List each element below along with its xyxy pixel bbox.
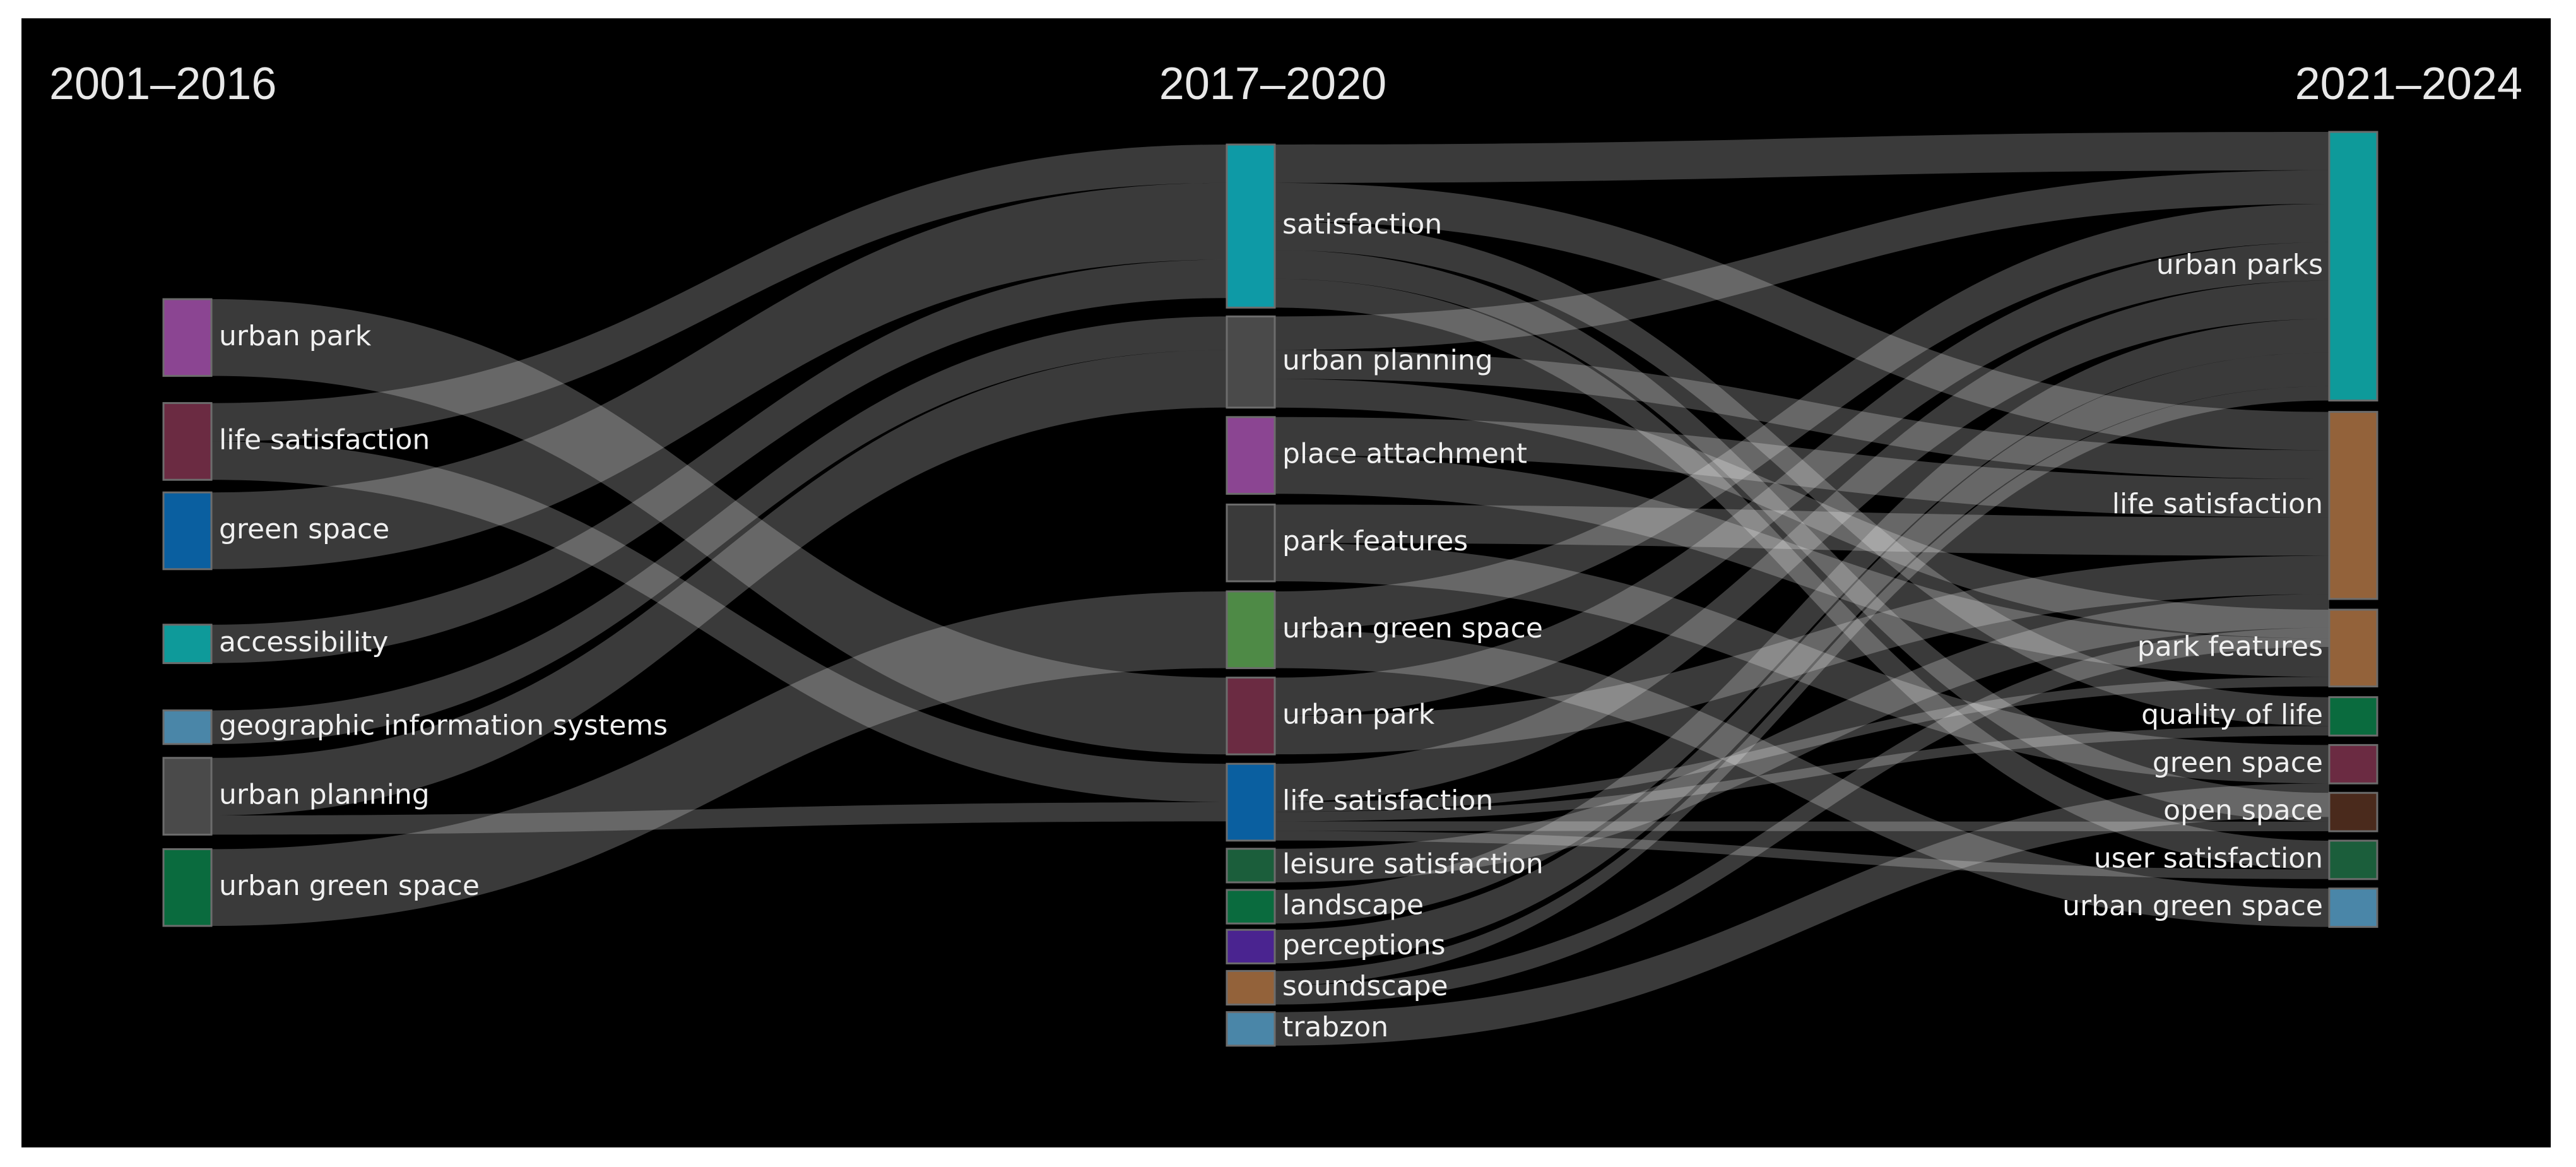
node-label-a_life_sat: life satisfaction <box>219 424 430 456</box>
node-c_open_space <box>2328 791 2378 832</box>
node-label-b_soundscape: soundscape <box>1282 970 1448 1002</box>
node-label-a_gis: geographic information systems <box>219 709 668 742</box>
node-b_landscape <box>1226 889 1276 925</box>
nodes-layer <box>162 131 2378 1047</box>
node-b_leisure_sat <box>1226 848 1276 884</box>
period-title-2021-2024: 2021–2024 <box>2295 59 2522 109</box>
node-c_quality_of_life <box>2328 696 2378 737</box>
node-label-b_urban_planning: urban planning <box>1282 345 1493 377</box>
node-c_green_space <box>2328 743 2378 785</box>
links-layer <box>211 132 2329 1046</box>
node-a_urban_park <box>162 298 213 377</box>
period-title-2017-2020: 2017–2020 <box>1159 59 1386 109</box>
link-b_urban_park-to-c_urban_parks <box>1275 242 2329 716</box>
link-b_landscape-to-c_urban_parks <box>1275 319 2329 924</box>
link-a_gis-to-b_urban_planning <box>211 316 1227 744</box>
node-label-b_urban_park: urban park <box>1282 698 1435 730</box>
node-a_accessibility <box>162 624 213 665</box>
node-label-a_urban_park: urban park <box>219 320 372 352</box>
node-label-b_place_attachment: place attachment <box>1282 438 1527 470</box>
node-b_soundscape <box>1226 969 1276 1006</box>
node-b_urban_planning <box>1226 315 1276 409</box>
node-c_life_sat <box>2328 411 2378 600</box>
node-b_place_attachment <box>1226 416 1276 495</box>
link-a_accessibility-to-b_satisfaction <box>211 259 1227 663</box>
node-a_urban_planning <box>162 757 213 836</box>
sankey-svg: urban park life satisfaction green space ac… <box>49 59 2522 1047</box>
link-b_urban_planning-to-c_park_features <box>1275 379 2329 639</box>
node-label-b_park_features: park features <box>1282 525 1468 557</box>
node-b_perceptions <box>1226 928 1276 964</box>
link-b_soundscape-to-c_urban_parks <box>1275 386 2329 986</box>
link-b_satisfaction-to-c_life_sat <box>1275 182 2329 451</box>
link-b_satisfaction-to-c_urban_parks <box>1275 132 2329 183</box>
node-b_trabzon <box>1226 1011 1276 1047</box>
node-c_urban_parks <box>2328 131 2378 402</box>
period-titles: 2001–2016 2017–2020 2021–2024 <box>49 59 2522 109</box>
link-a_life_sat-to-b_satisfaction <box>211 145 1227 442</box>
node-label-b_life_sat: life satisfaction <box>1282 785 1493 817</box>
node-label-c_quality_of_life: quality of life <box>2141 699 2323 731</box>
node-label-b_satisfaction: satisfaction <box>1282 208 1442 240</box>
node-label-b_leisure_sat: leisure satisfaction <box>1282 848 1544 880</box>
link-a_green_space-to-b_satisfaction <box>211 182 1227 569</box>
period-title-2001-2016: 2001–2016 <box>49 59 276 109</box>
link-b_perceptions-to-c_urban_parks <box>1275 352 2329 964</box>
node-label-c_green_space: green space <box>2153 747 2323 779</box>
link-b_urban_planning-to-c_urban_parks <box>1275 170 2329 350</box>
node-b_satisfaction <box>1226 143 1276 309</box>
link-a_urban_green_space-to-b_urban_green_space <box>211 591 1227 926</box>
node-label-c_open_space: open space <box>2163 795 2323 827</box>
node-c_urban_green_space <box>2328 887 2378 928</box>
node-label-c_park_features: park features <box>2137 631 2323 663</box>
link-b_trabzon-to-c_green_space <box>1275 783 2329 1046</box>
node-c_user_sat <box>2328 839 2378 880</box>
node-label-a_green_space: green space <box>219 513 389 545</box>
node-label-c_urban_parks: urban parks <box>2156 249 2323 281</box>
link-b_soundscape-to-c_life_sat <box>1275 627 2329 1005</box>
node-label-c_life_sat: life satisfaction <box>2112 488 2323 520</box>
node-b_urban_park <box>1226 677 1276 755</box>
node-label-a_urban_planning: urban planning <box>219 779 430 811</box>
link-b_life_sat-to-c_quality_of_life <box>1275 726 2329 822</box>
node-label-b_landscape: landscape <box>1282 889 1424 921</box>
link-b_leisure_sat-to-c_life_sat <box>1275 594 2329 882</box>
link-b_urban_green_space-to-c_urban_parks <box>1275 204 2329 630</box>
labels-layer: urban park life satisfaction green space ac… <box>219 208 2323 1043</box>
node-a_urban_green_space <box>162 848 213 927</box>
node-c_park_features <box>2328 608 2378 688</box>
node-label-b_urban_green_space: urban green space <box>1282 612 1543 644</box>
link-b_life_sat-to-c_urban_parks <box>1275 280 2329 803</box>
node-label-a_accessibility: accessibility <box>219 626 388 658</box>
link-a_life_sat-to-b_life_sat <box>211 441 1227 802</box>
node-b_urban_green_space <box>1226 590 1276 670</box>
node-label-c_user_sat: user satisfaction <box>2094 842 2323 874</box>
node-label-a_urban_green_space: urban green space <box>219 870 480 902</box>
node-a_life_sat <box>162 402 213 481</box>
node-a_green_space <box>162 491 213 571</box>
sankey-diagram: urban park life satisfaction green space ac… <box>21 18 2551 1147</box>
node-label-c_urban_green_space: urban green space <box>2062 890 2323 922</box>
node-label-b_trabzon: trabzon <box>1282 1011 1388 1043</box>
node-label-b_perceptions: perceptions <box>1282 929 1446 961</box>
node-b_park_features <box>1226 503 1276 583</box>
link-a_urban_planning-to-b_urban_planning <box>211 350 1227 815</box>
node-a_gis <box>162 709 213 745</box>
node-b_life_sat <box>1226 762 1276 842</box>
